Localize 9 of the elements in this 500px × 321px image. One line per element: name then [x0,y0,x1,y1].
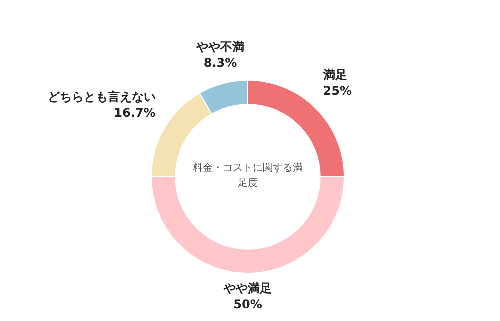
data-label: 8.3% [204,56,238,70]
data-label: 16.7% [114,106,156,120]
slice-label: やや不満 [196,40,245,54]
data-label: 25% [323,84,352,98]
data-label: 50% [234,298,262,312]
text: 料金・コストに関する満足度 [192,162,304,191]
slice-label: やや満足 [223,282,272,296]
slice-label: どちらとも言えない [48,90,156,104]
slice-label: 満足 [322,68,348,82]
